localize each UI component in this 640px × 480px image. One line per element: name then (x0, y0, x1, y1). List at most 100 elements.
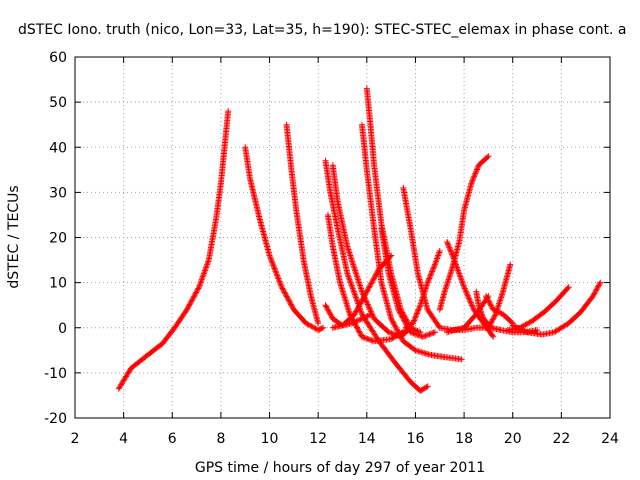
data-point (490, 315, 497, 322)
data-point (426, 274, 433, 281)
data-point (596, 280, 603, 287)
y-tick-label: 10 (49, 276, 67, 292)
data-point (421, 333, 428, 340)
data-point (278, 284, 285, 291)
data-point (371, 274, 378, 281)
data-point (359, 296, 366, 303)
x-tick-label: 10 (261, 431, 279, 447)
data-point (184, 305, 191, 312)
data-point (365, 285, 372, 292)
data-point (415, 307, 422, 314)
data-point (369, 278, 376, 285)
data-point (597, 279, 604, 286)
data-point (284, 294, 291, 301)
data-point (395, 328, 402, 335)
data-point (594, 285, 601, 292)
data-point (328, 313, 335, 320)
data-point (361, 292, 368, 299)
data-point (449, 252, 456, 259)
data-point (564, 285, 571, 292)
data-point (513, 324, 520, 331)
data-point (398, 335, 405, 342)
data-point (449, 251, 456, 258)
data-point (274, 272, 281, 279)
data-point (288, 301, 295, 308)
chart-title: dSTEC Iono. truth (nico, Lon=33, Lat=35,… (18, 22, 626, 38)
data-point (400, 315, 407, 322)
data-point (427, 330, 434, 337)
data-point (353, 324, 360, 331)
data-point (358, 315, 365, 322)
data-point (352, 318, 359, 325)
y-tick-label: 60 (49, 50, 67, 66)
data-point (268, 258, 275, 265)
data-point (469, 177, 476, 184)
data-point (521, 328, 528, 335)
data-point (416, 303, 423, 310)
data-point (266, 252, 273, 259)
data-point (447, 248, 454, 255)
data-point (356, 328, 363, 335)
data-point (411, 330, 418, 337)
data-point (393, 326, 400, 333)
data-point (471, 173, 478, 180)
data-series-21 (509, 279, 604, 338)
x-tick-label: 20 (504, 431, 522, 447)
x-tick-label: 4 (119, 431, 128, 447)
x-tick-label: 6 (168, 431, 177, 447)
data-point (470, 174, 477, 181)
data-point (326, 310, 333, 317)
data-point (191, 293, 198, 300)
data-point (194, 286, 201, 293)
data-point (414, 331, 421, 338)
data-point (515, 324, 522, 331)
data-point (412, 331, 419, 338)
data-point (424, 383, 431, 390)
data-point (467, 298, 474, 305)
data-point (365, 312, 372, 319)
data-point (364, 313, 371, 320)
data-point (324, 306, 331, 313)
data-point (366, 305, 373, 312)
data-point (278, 282, 285, 289)
data-point (272, 268, 279, 275)
data-point (193, 289, 200, 296)
data-point (511, 323, 518, 330)
data-point (522, 328, 529, 335)
data-point (273, 271, 280, 278)
data-point (365, 302, 372, 309)
data-point (392, 323, 399, 330)
data-point (488, 302, 495, 309)
data-point (357, 316, 364, 323)
data-point (362, 291, 369, 298)
data-point (431, 262, 438, 269)
data-point (423, 332, 430, 339)
x-tick-label: 8 (216, 431, 225, 447)
data-point (363, 289, 370, 296)
data-point (327, 311, 334, 318)
data-point (365, 336, 372, 343)
data-point (282, 290, 289, 297)
data-point (398, 312, 405, 319)
data-point (429, 268, 436, 275)
data-point (444, 239, 451, 246)
data-series-2 (242, 144, 327, 334)
data-point (413, 310, 420, 317)
data-point (372, 272, 379, 279)
data-point (565, 284, 572, 291)
data-point (393, 325, 400, 332)
data-point (488, 303, 495, 310)
data-point (416, 304, 423, 311)
data-point (187, 300, 194, 307)
data-point (388, 252, 395, 259)
data-point (458, 356, 465, 363)
data-point (285, 297, 292, 304)
x-tick-label: 16 (407, 431, 425, 447)
data-point (489, 332, 496, 339)
data-point (368, 279, 375, 286)
data-point (399, 313, 406, 320)
data-point (268, 256, 275, 263)
data-point (388, 330, 395, 337)
data-point (465, 295, 472, 302)
